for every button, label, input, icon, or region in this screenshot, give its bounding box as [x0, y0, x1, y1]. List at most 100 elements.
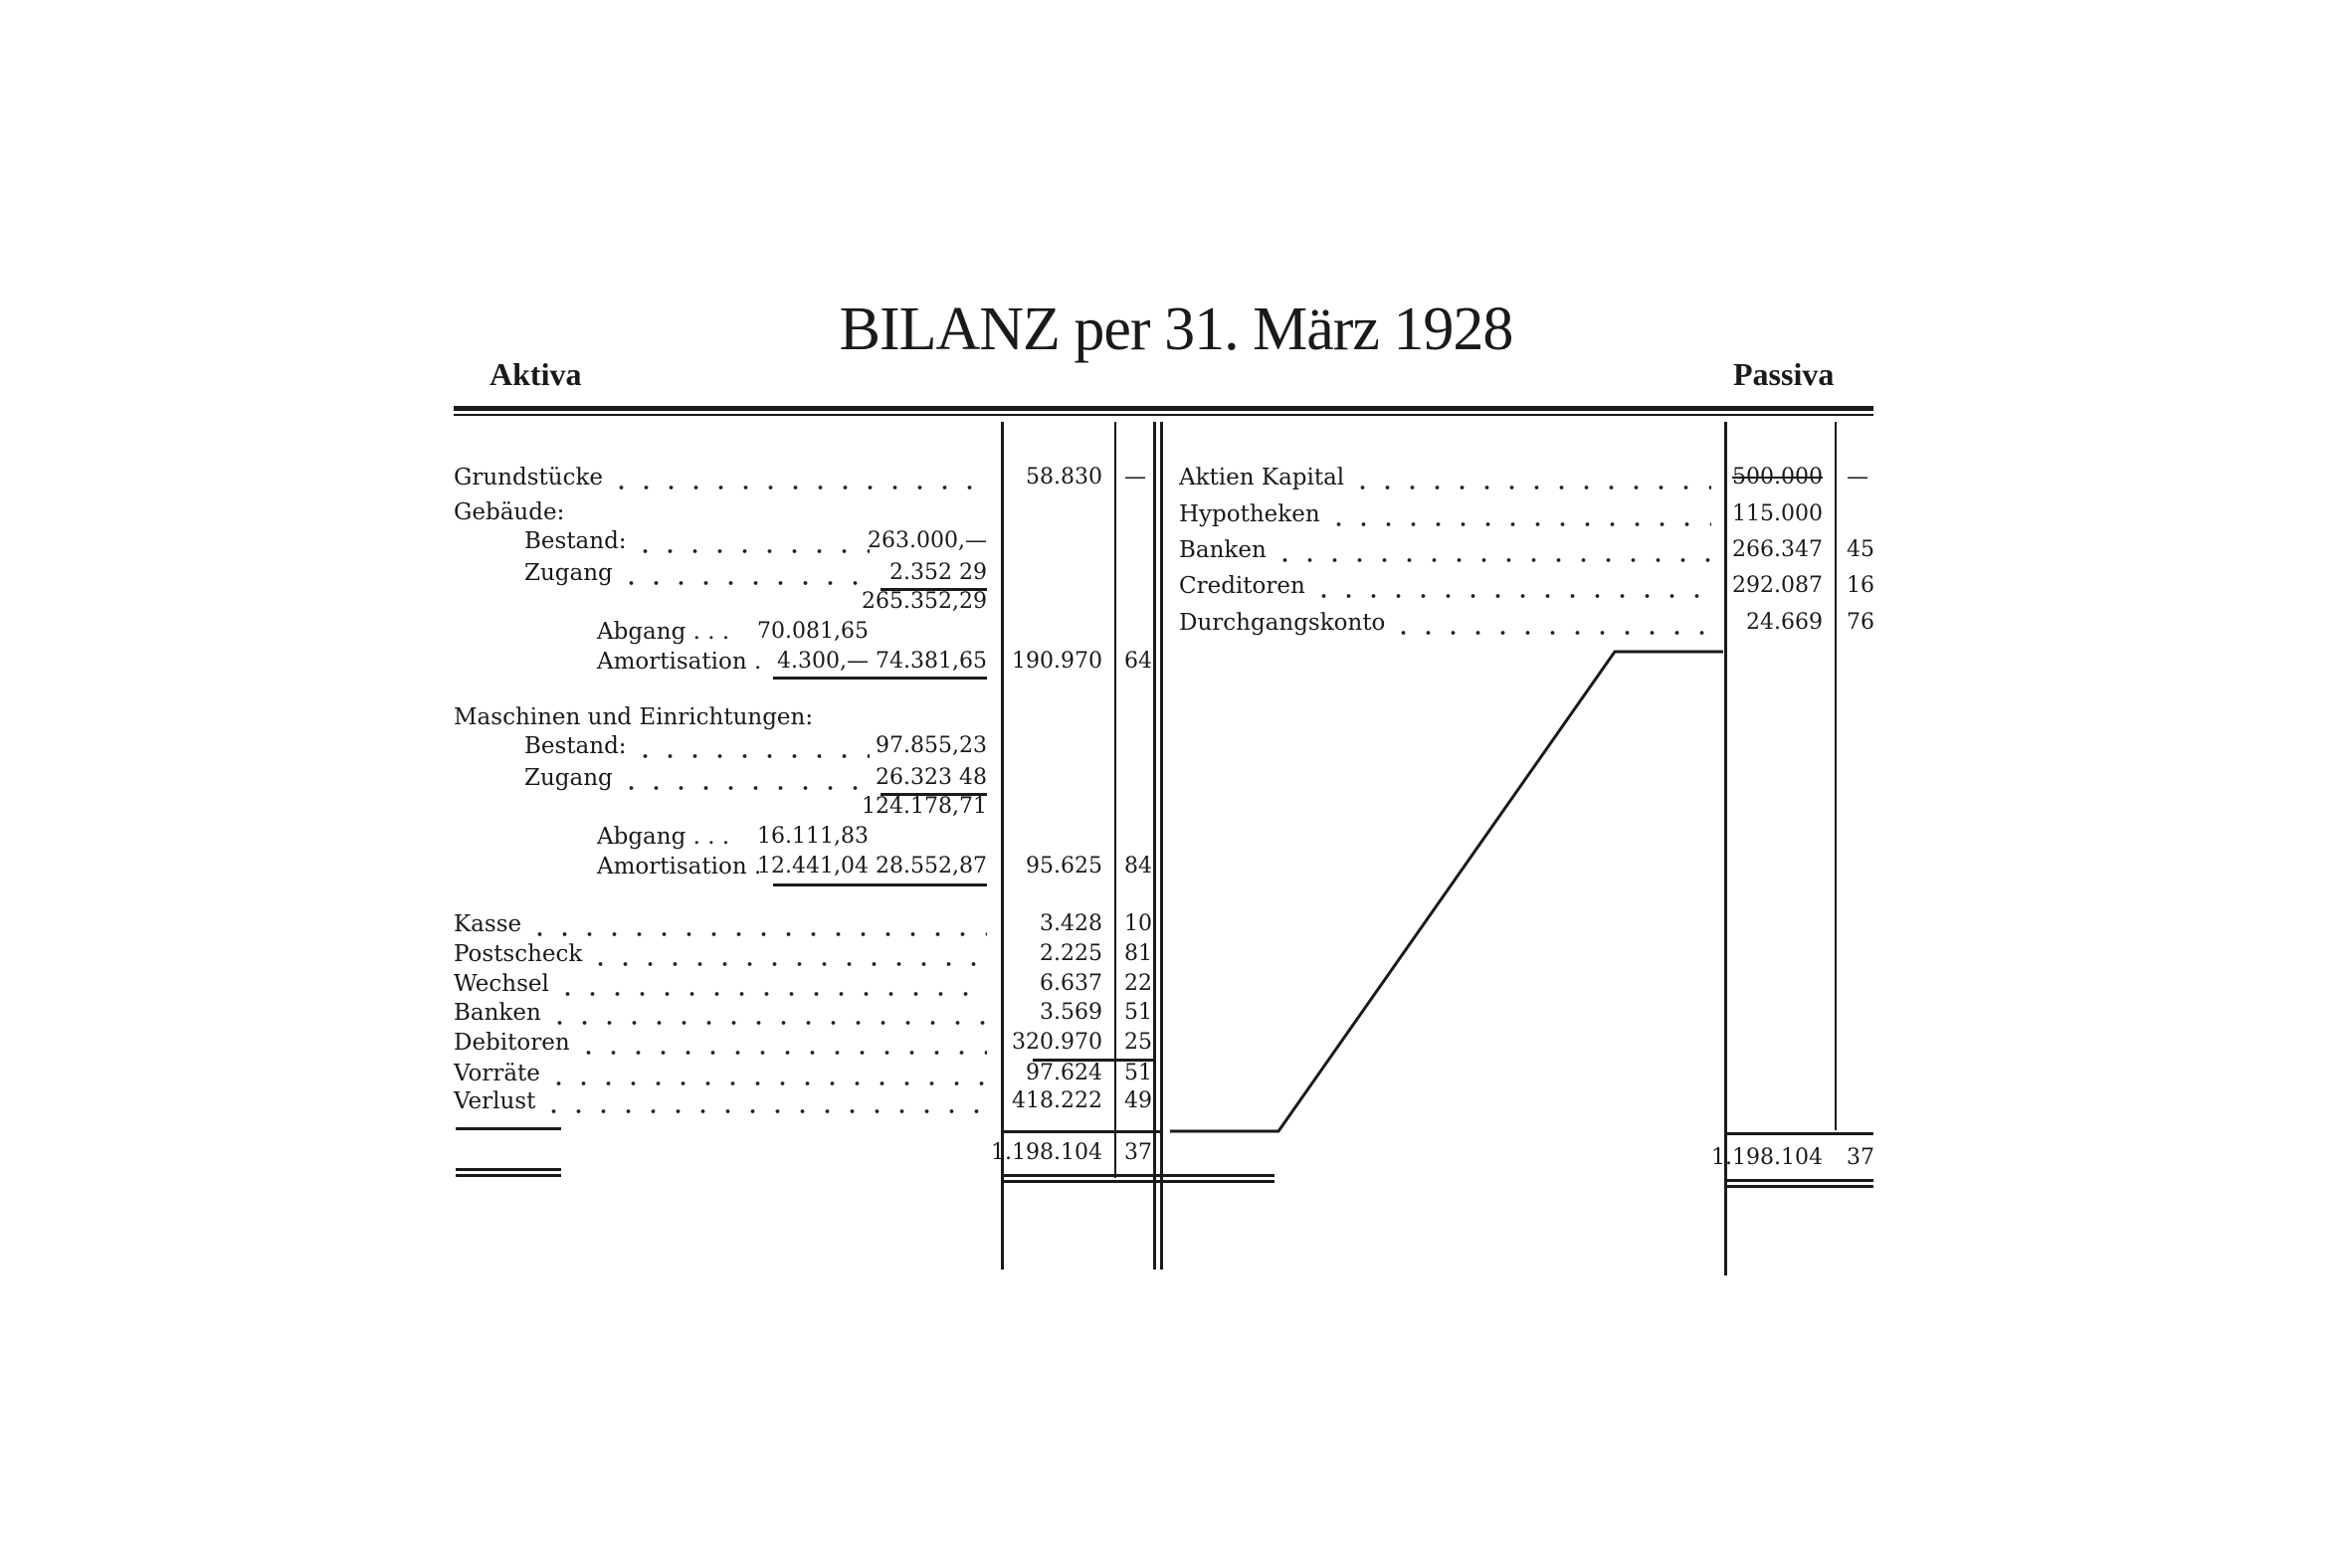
dot-leader [588, 939, 987, 969]
passiva-total-double-rule [1726, 1185, 1873, 1188]
dot-leader [575, 1028, 987, 1058]
dot-leader [618, 558, 870, 588]
value: 418.222 [1012, 1088, 1102, 1113]
row-label: Abgang . . . [597, 619, 730, 645]
row-label: Maschinen und Einrichtungen: [454, 704, 814, 730]
amount: 26.323 48 [876, 765, 987, 790]
aktiva-total-value: 1.198.104 [991, 1140, 1102, 1165]
row-label: Amortisation . [597, 649, 762, 675]
row-label: Abgang . . . [597, 824, 730, 850]
value: 320.970 [1012, 1030, 1102, 1055]
dot-leader [1310, 571, 1711, 601]
row-label: Grundstücke [454, 465, 604, 490]
amount: 263.000,— [868, 528, 987, 553]
dot-leader [1391, 608, 1711, 638]
dot-leader [632, 731, 870, 761]
amount: 16.111,83 [757, 824, 869, 849]
amount-sum: 28.552,87 [876, 854, 987, 879]
ledger-row: Hypotheken [1179, 499, 1717, 529]
dot-leader [546, 998, 987, 1028]
ledger-row: Abgang . . . [597, 822, 766, 852]
ledger-row: Debitoren [454, 1028, 993, 1058]
cents: 76 [1847, 610, 1874, 635]
passiva-value-column-line [1724, 422, 1727, 1275]
ledger-row: Wechsel [454, 969, 993, 999]
dot-leader [1325, 499, 1711, 529]
cents: 81 [1124, 941, 1152, 966]
ledger-row: Grundstücke [454, 463, 993, 492]
cents: 51 [1124, 1061, 1152, 1085]
value: 2.225 [1040, 941, 1102, 966]
header-rule-thick [454, 406, 1873, 411]
passiva-total-top-rule [1726, 1132, 1873, 1135]
left-double-rule [456, 1168, 561, 1171]
left-short-rule [456, 1127, 561, 1130]
row-label: Amortisation . [597, 854, 762, 880]
subtotal: 265.352,29 [862, 589, 987, 614]
aktiva-heading: Aktiva [490, 356, 582, 392]
value: 58.830 [1026, 465, 1102, 490]
cents: 25 [1124, 1030, 1152, 1055]
header-rule-thin [454, 414, 1873, 416]
row-label: Zugang [524, 560, 613, 586]
aktiva-value-column-line [1001, 422, 1004, 1270]
value: 6.637 [1040, 971, 1102, 996]
row-label: Creditoren [1179, 573, 1305, 599]
dot-leader [527, 909, 987, 939]
cents: — [1124, 465, 1146, 490]
cents: 51 [1124, 1000, 1152, 1025]
passiva-total-cents: 37 [1847, 1145, 1874, 1170]
passiva-total-double-rule [1726, 1179, 1873, 1182]
row-label: Banken [454, 1000, 541, 1026]
row-label: Wechsel [454, 971, 549, 997]
cents: 22 [1124, 971, 1152, 996]
passiva-total-value: 1.198.104 [1711, 1145, 1823, 1170]
value: 3.569 [1040, 1000, 1102, 1025]
page-title: BILANZ per 31. März 1928 [839, 295, 1514, 363]
row-label: Kasse [454, 911, 522, 937]
dot-leader [541, 1086, 987, 1116]
value: 292.087 [1732, 573, 1823, 598]
value: 3.428 [1040, 911, 1102, 936]
underline [773, 677, 987, 680]
row-label: Zugang [524, 765, 613, 791]
row-label: Hypotheken [1179, 501, 1320, 527]
ledger-row: Bestand: [524, 731, 876, 761]
ledger-row: Gebäude: [454, 497, 993, 527]
underline [1033, 1059, 1154, 1062]
row-label: Banken [1179, 537, 1267, 563]
dot-leader [609, 463, 987, 492]
row-label: Aktien Kapital [1179, 465, 1345, 490]
ledger-row: Banken [1179, 535, 1717, 565]
row-label: Bestand: [524, 528, 627, 554]
amount: 97.855,23 [876, 733, 987, 758]
row-label: Bestand: [524, 733, 627, 759]
passiva-heading: Passiva [1733, 356, 1835, 392]
dot-leader [1350, 463, 1711, 492]
center-double-line-a [1153, 422, 1156, 1270]
ledger-row: Amortisation . [597, 647, 766, 677]
aktiva-total-cents: 37 [1124, 1140, 1152, 1165]
amount-sum: 74.381,65 [876, 649, 987, 674]
cents: 10 [1124, 911, 1152, 936]
row-label: Verlust [454, 1088, 536, 1114]
aktiva-total-double-rule [1002, 1174, 1274, 1177]
row-label: Vorräte [454, 1061, 540, 1086]
ledger-row: Banken [454, 998, 993, 1028]
amount: 4.300,— [777, 649, 869, 674]
aktiva-total-double-rule [1002, 1180, 1274, 1183]
dot-leader [545, 1059, 987, 1088]
ledger-row: Abgang . . . [597, 617, 766, 647]
value: 97.624 [1026, 1061, 1102, 1085]
dot-leader [554, 969, 987, 999]
value: 266.347 [1732, 537, 1823, 562]
row-label: Debitoren [454, 1030, 570, 1056]
row-label: Gebäude: [454, 499, 565, 525]
ledger-row: Zugang [524, 558, 876, 588]
ledger-row: Kasse [454, 909, 993, 939]
cents: 64 [1124, 649, 1152, 674]
value: 115.000 [1732, 501, 1823, 526]
ledger-row: Vorräte [454, 1059, 993, 1088]
ledger-row: Amortisation . [597, 852, 766, 882]
